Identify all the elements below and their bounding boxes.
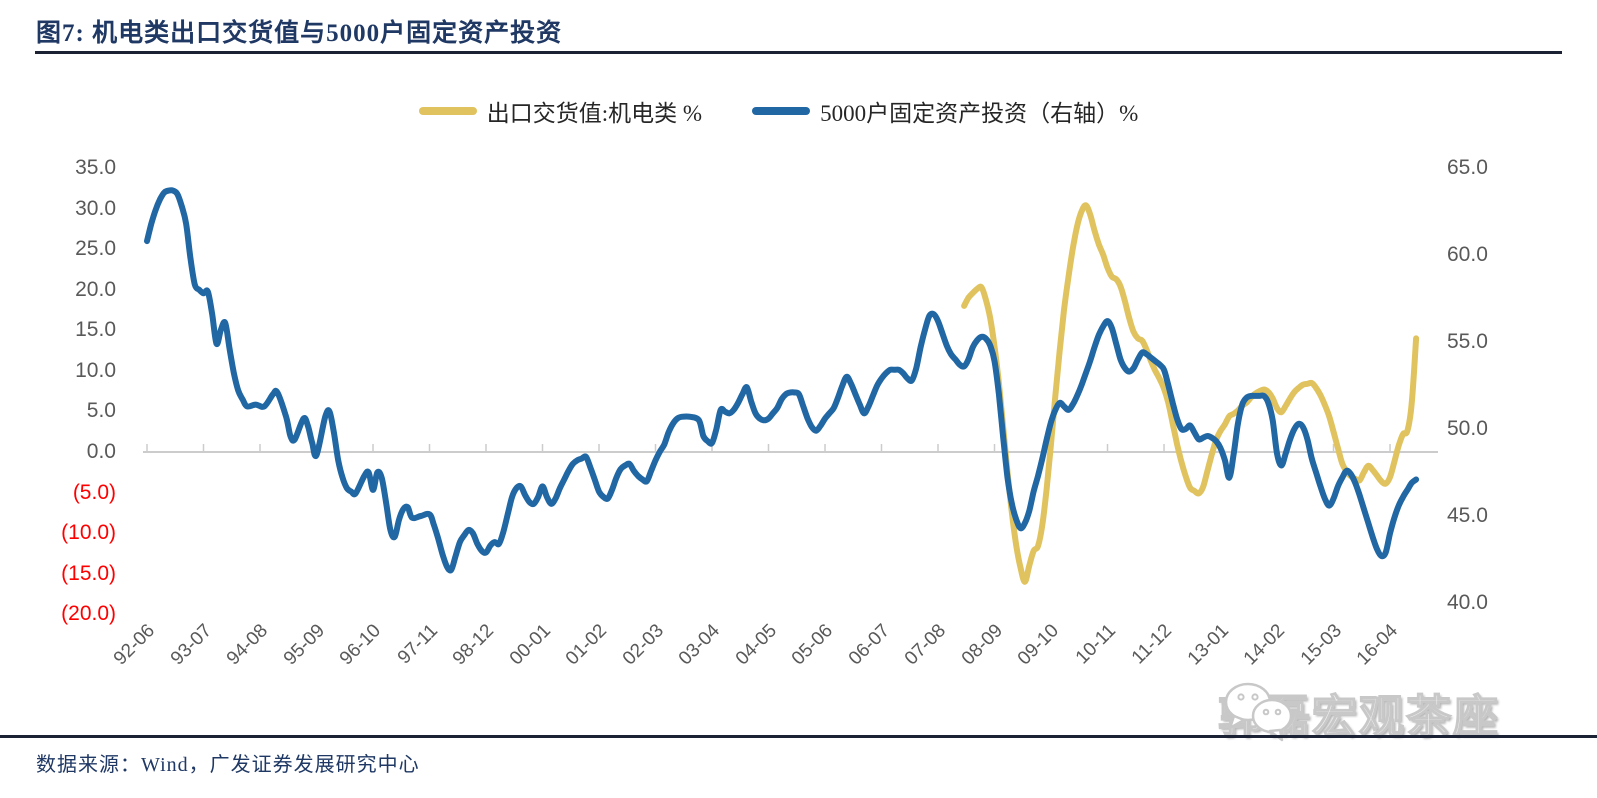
left-axis-tick-label: (20.0): [61, 602, 116, 626]
left-axis-tick-label: 10.0: [75, 358, 116, 382]
left-axis-tick-label: 0.0: [86, 440, 116, 463]
legend-label-investment: 5000户固定资产投资（右轴）%: [820, 101, 1139, 126]
right-axis-tick-label: 60.0: [1447, 243, 1488, 266]
left-axis-tick-label: (5.0): [72, 480, 116, 504]
legend-swatch-export-yellow: [418, 107, 477, 115]
left-axis-tick-label: 35.0: [75, 156, 116, 179]
right-axis-tick-label: 40.0: [1447, 591, 1488, 614]
left-axis-tick-label: (15.0): [61, 561, 116, 585]
series-line-export-delivery: [961, 202, 1420, 585]
left-axis-tick-label: 25.0: [75, 237, 116, 261]
left-axis-tick-label: 15.0: [75, 318, 116, 342]
wechat-chat-bubbles-icon: [1224, 682, 1293, 742]
right-axis-tick-label: 55.0: [1447, 330, 1488, 353]
right-axis-tick-label: 50.0: [1447, 417, 1488, 440]
legend-swatch-investment-blue: [752, 107, 811, 115]
title-divider-rule: [35, 51, 1562, 54]
right-axis-tick-label: 45.0: [1447, 504, 1488, 527]
legend-item-export: 出口交货值:机电类 %: [418, 94, 703, 128]
left-axis-tick-label: 20.0: [75, 277, 116, 301]
footer-divider-rule: [0, 735, 1597, 738]
legend-label-export: 出口交货值:机电类 %: [486, 101, 703, 126]
right-axis-tick-label: 65.0: [1447, 156, 1488, 179]
figure-title: 图7: 机电类出口交货值与5000户固定资产投资: [36, 20, 563, 47]
left-axis-tick-label: 30.0: [75, 196, 116, 220]
legend-item-investment: 5000户固定资产投资（右轴）%: [752, 94, 1138, 128]
chart-legend: 出口交货值:机电类 % 5000户固定资产投资（右轴）%: [0, 94, 1597, 128]
series-line-fixed-asset-investment: [144, 187, 1420, 574]
left-axis-tick-label: 5.0: [86, 399, 116, 423]
left-axis-tick-label: (10.0): [61, 521, 116, 545]
data-source-text: 数据来源：Wind，广发证券发展研究中心: [36, 754, 420, 776]
